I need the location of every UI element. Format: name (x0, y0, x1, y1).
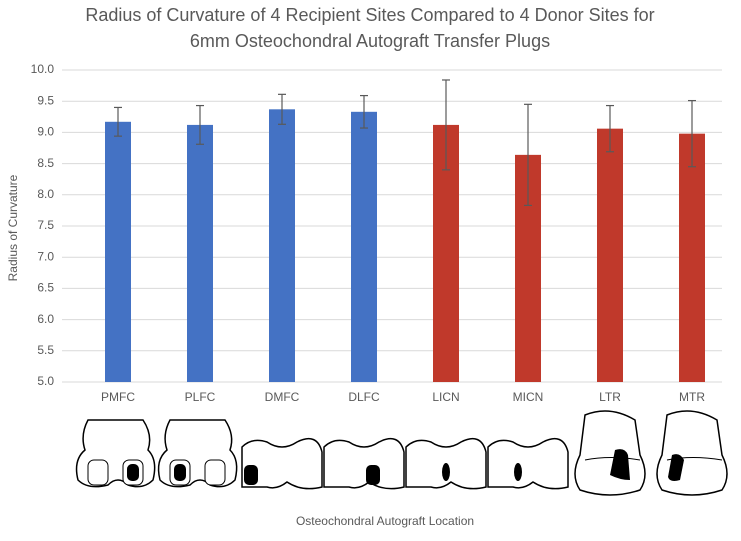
error-bar (196, 104, 204, 145)
knee-icon (656, 410, 728, 496)
chart-title: Radius of Curvature of 4 Recipient Sites… (85, 5, 654, 25)
x-tick-label: LICN (432, 390, 459, 404)
error-bar (360, 94, 368, 129)
error-bar (114, 106, 122, 137)
y-tick-label: 6.0 (37, 312, 54, 326)
knee-icon (75, 419, 156, 488)
y-tick-label: 10.0 (31, 62, 55, 76)
x-tick-label: MTR (679, 390, 705, 404)
error-bar (442, 79, 450, 171)
x-tick-label: DMFC (265, 390, 300, 404)
y-tick-label: 5.5 (37, 343, 54, 357)
x-tick-label: LTR (599, 390, 621, 404)
knee-icon (241, 437, 323, 490)
y-tick-label: 7.0 (37, 249, 54, 263)
y-tick-label: 8.0 (37, 187, 54, 201)
bar (269, 109, 295, 382)
knee-icon (487, 437, 569, 490)
y-tick-label: 6.5 (37, 281, 54, 295)
bar (597, 128, 623, 382)
error-bar (524, 103, 532, 207)
bar (105, 121, 131, 383)
y-axis-title: Radius of Curvature (6, 174, 20, 281)
y-tick-label: 9.5 (37, 93, 54, 107)
bar (187, 124, 213, 383)
error-bar (688, 99, 696, 168)
knee-icons (75, 410, 728, 496)
knee-icon (157, 419, 238, 488)
knee-icon (405, 437, 487, 490)
x-tick-label: PMFC (101, 390, 135, 404)
error-bar (278, 93, 286, 125)
x-tick-label: DLFC (348, 390, 380, 404)
error-bar (606, 104, 614, 153)
chart-title: 6mm Osteochondral Autograft Transfer Plu… (190, 31, 550, 51)
bar (679, 133, 705, 382)
y-tick-label: 8.5 (37, 156, 54, 170)
x-axis-title: Osteochondral Autograft Location (296, 514, 474, 528)
x-tick-label: PLFC (185, 390, 216, 404)
knee-icon (323, 437, 405, 490)
bar (351, 111, 377, 383)
knee-icon (574, 410, 646, 496)
y-tick-label: 9.0 (37, 125, 54, 139)
y-tick-label: 7.5 (37, 218, 54, 232)
y-tick-label: 5.0 (37, 374, 54, 388)
x-tick-label: MICN (513, 390, 544, 404)
